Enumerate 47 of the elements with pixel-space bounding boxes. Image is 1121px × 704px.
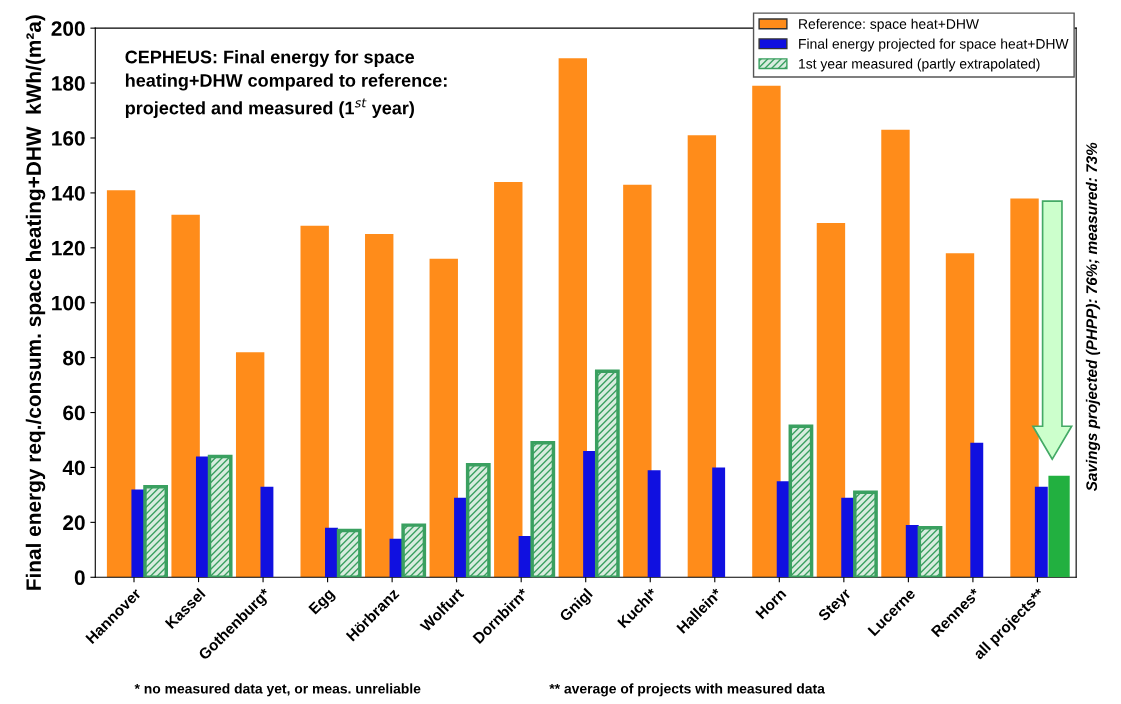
y-tick-label: 160 (52, 130, 85, 146)
bar (131, 489, 145, 578)
bar (106, 190, 136, 578)
legend-label: Final energy projected for space heat+DHW (799, 38, 1069, 52)
bar (583, 450, 597, 578)
bar (905, 525, 919, 578)
y-tick-label: 40 (62, 460, 85, 476)
y-tick-label: 200 (51, 21, 85, 36)
text: * no measured data yet, or meas. unreliable (134, 683, 421, 697)
y-tick-label: 80 (63, 350, 85, 366)
bar (494, 181, 523, 578)
text: ** average of projects with measured data (549, 683, 825, 697)
bar (816, 223, 846, 578)
bar (558, 58, 588, 578)
bar (752, 85, 781, 578)
y-tick-label: 140 (52, 185, 85, 201)
legend-label: Reference: space heat+DHW (799, 18, 979, 32)
bar (260, 486, 274, 578)
bar (881, 129, 910, 578)
x-tick-label: Egg (308, 588, 337, 617)
bar (235, 352, 265, 578)
y-tick-label: 0 (74, 570, 85, 586)
y-tick-label: 120 (52, 240, 85, 256)
bar (300, 225, 329, 578)
bar (687, 135, 717, 578)
bar (970, 442, 984, 578)
bar (429, 258, 458, 578)
text: Savings projected (PHPP): 76%; measured: 73% (1085, 142, 1101, 492)
y-tick-label: 60 (63, 405, 85, 421)
bar (365, 234, 394, 578)
bar (1034, 486, 1048, 578)
bar (171, 214, 200, 578)
bar (454, 497, 467, 578)
bar (841, 497, 855, 578)
bar (712, 467, 726, 578)
bar (945, 253, 975, 578)
text: CEPHEUS: Final energy for space heating+DHW compared to reference: projected and measured (1$^{st}$ year) (125, 50, 447, 118)
legend-label: 1st year measured (partly extrapolated) (799, 58, 1040, 72)
bar (623, 184, 652, 578)
y-tick-label: 20 (63, 515, 85, 531)
y-axis-title: Final energy req./consum. space heating+DHW kWh/(m²a) (25, 15, 46, 590)
bar (647, 470, 661, 578)
bar (325, 527, 338, 578)
y-tick-label: 180 (52, 76, 85, 91)
y-tick-label: 100 (52, 295, 85, 311)
bar (776, 481, 790, 578)
bar (195, 456, 209, 578)
